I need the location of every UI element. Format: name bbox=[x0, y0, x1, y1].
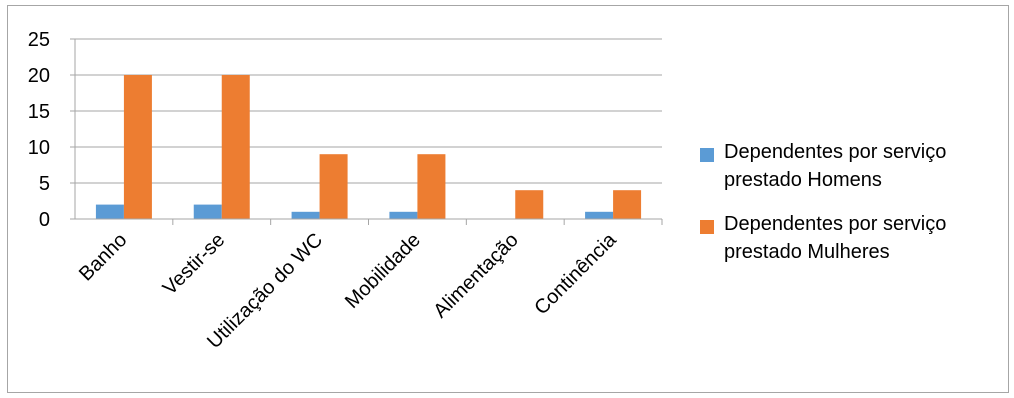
legend-item-mulheres: Dependentes por serviço prestado Mulhere… bbox=[700, 210, 1000, 266]
legend-label-mulheres: Dependentes por serviço prestado Mulhere… bbox=[724, 213, 947, 263]
y-tick-label: 0 bbox=[39, 209, 50, 231]
legend: Dependentes por serviço prestado Homens … bbox=[700, 138, 1000, 282]
legend-item-homens: Dependentes por serviço prestado Homens bbox=[700, 138, 1000, 194]
x-category-label: Banho bbox=[75, 229, 131, 285]
y-tick-label: 25 bbox=[28, 29, 50, 51]
x-category-label: Alimentação bbox=[429, 229, 522, 322]
y-tick-label: 20 bbox=[28, 65, 50, 87]
legend-swatch-mulheres bbox=[700, 220, 714, 234]
y-tick-label: 5 bbox=[39, 173, 50, 195]
bar-homens-3 bbox=[291, 211, 320, 219]
bar-mulheres-3 bbox=[319, 154, 348, 219]
x-category-label: Continência bbox=[530, 228, 621, 319]
bar-homens-6 bbox=[585, 211, 614, 219]
bar-homens-4 bbox=[389, 211, 418, 219]
bar-mulheres-1 bbox=[123, 75, 152, 219]
chart-frame bbox=[7, 5, 1009, 393]
bar-mulheres-2 bbox=[221, 75, 250, 219]
bar-homens-2 bbox=[193, 204, 222, 219]
y-tick-label: 10 bbox=[28, 137, 50, 159]
bar-homens-1 bbox=[95, 204, 124, 219]
axes bbox=[70, 38, 663, 225]
bar-mulheres-6 bbox=[613, 190, 642, 219]
bar-mulheres-5 bbox=[515, 190, 544, 219]
legend-swatch-homens bbox=[700, 148, 714, 162]
x-category-label: Mobilidade bbox=[341, 229, 425, 313]
x-category-label: Vestir-se bbox=[159, 229, 230, 300]
gridlines bbox=[75, 38, 662, 184]
bar-mulheres-4 bbox=[417, 154, 446, 219]
bars bbox=[95, 75, 642, 219]
y-tick-label: 15 bbox=[28, 101, 50, 123]
y-tick-labels: 0 5 10 15 20 25 bbox=[28, 29, 50, 231]
legend-label-homens: Dependentes por serviço prestado Homens bbox=[724, 141, 947, 191]
